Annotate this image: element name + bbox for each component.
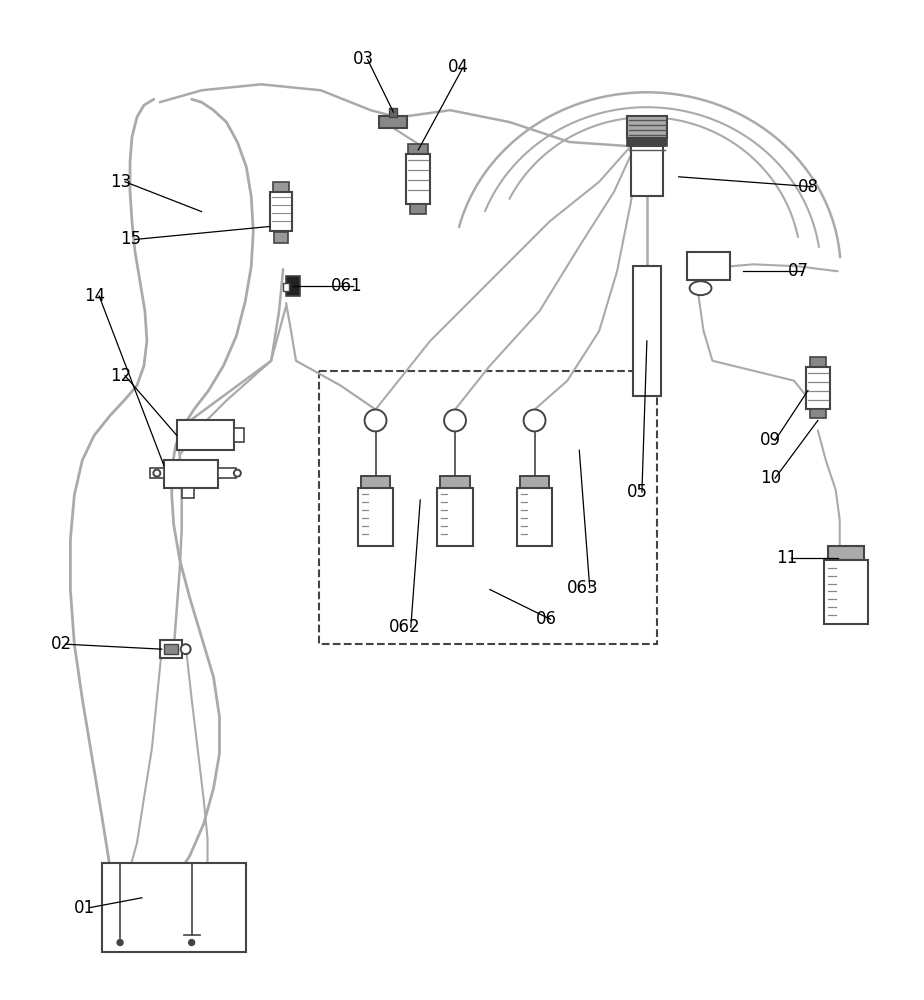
Text: 07: 07 bbox=[788, 262, 809, 280]
Text: 11: 11 bbox=[776, 549, 797, 567]
Bar bbox=[164, 644, 177, 654]
Text: 063: 063 bbox=[567, 579, 599, 597]
Text: 12: 12 bbox=[110, 367, 131, 385]
Bar bbox=[270, 192, 292, 232]
Circle shape bbox=[365, 410, 386, 431]
Text: 061: 061 bbox=[331, 277, 362, 295]
Bar bbox=[810, 409, 826, 418]
Text: 04: 04 bbox=[448, 58, 469, 76]
Bar bbox=[627, 116, 667, 138]
Bar bbox=[810, 357, 826, 367]
Text: 06: 06 bbox=[536, 610, 556, 628]
Bar bbox=[824, 560, 868, 624]
Bar bbox=[519, 476, 550, 488]
Bar bbox=[235, 428, 244, 442]
Bar bbox=[517, 488, 553, 546]
Bar bbox=[286, 276, 300, 296]
Circle shape bbox=[188, 940, 195, 946]
Bar bbox=[218, 468, 237, 478]
Text: 14: 14 bbox=[84, 287, 105, 305]
Bar bbox=[633, 266, 661, 396]
Bar bbox=[380, 116, 407, 128]
Bar bbox=[182, 488, 194, 498]
Text: 10: 10 bbox=[760, 469, 782, 487]
Bar bbox=[274, 232, 288, 243]
Bar bbox=[319, 371, 657, 644]
Bar bbox=[407, 154, 431, 204]
Bar bbox=[389, 108, 397, 117]
Bar bbox=[627, 138, 667, 146]
Bar bbox=[274, 182, 289, 192]
Bar bbox=[150, 468, 164, 478]
Text: 05: 05 bbox=[627, 483, 648, 501]
Bar bbox=[358, 488, 394, 546]
Text: 02: 02 bbox=[51, 635, 72, 653]
Text: 09: 09 bbox=[760, 431, 781, 449]
Bar bbox=[687, 252, 730, 280]
Text: 15: 15 bbox=[120, 230, 141, 248]
Circle shape bbox=[117, 940, 123, 946]
Bar bbox=[160, 640, 182, 658]
Ellipse shape bbox=[689, 281, 711, 295]
Bar bbox=[437, 488, 473, 546]
Bar bbox=[103, 863, 247, 952]
Bar bbox=[806, 367, 830, 409]
Bar bbox=[410, 204, 426, 214]
Circle shape bbox=[153, 470, 161, 477]
Bar bbox=[360, 476, 391, 488]
Bar bbox=[176, 420, 235, 450]
Bar bbox=[440, 476, 470, 488]
Text: 01: 01 bbox=[74, 899, 95, 917]
Bar bbox=[631, 146, 663, 196]
Text: 03: 03 bbox=[353, 50, 374, 68]
Circle shape bbox=[234, 470, 241, 477]
Text: 08: 08 bbox=[798, 178, 819, 196]
Bar bbox=[164, 460, 218, 488]
Text: 062: 062 bbox=[388, 618, 420, 636]
Bar bbox=[283, 283, 289, 291]
Bar bbox=[408, 144, 428, 154]
Circle shape bbox=[181, 644, 190, 654]
Circle shape bbox=[444, 410, 466, 431]
Text: 13: 13 bbox=[110, 173, 131, 191]
Bar bbox=[828, 546, 864, 560]
Circle shape bbox=[524, 410, 545, 431]
